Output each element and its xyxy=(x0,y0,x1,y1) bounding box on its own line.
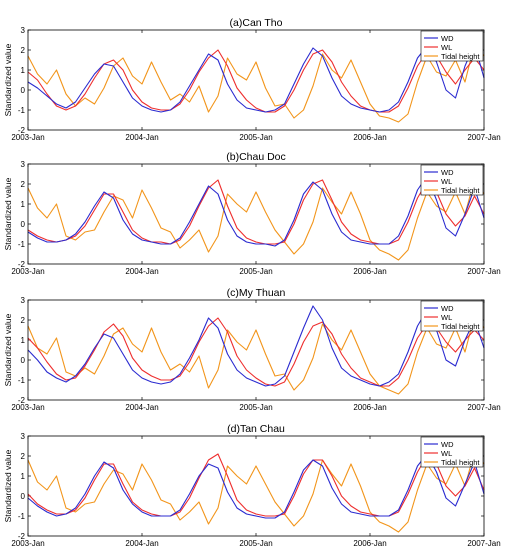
y-tick-label: 1 xyxy=(21,66,26,75)
legend-label-wl: WL xyxy=(441,313,452,322)
legend-label-wd: WD xyxy=(441,34,454,43)
y-tick-label: 3 xyxy=(21,26,26,35)
legend-label-wl: WL xyxy=(441,177,452,186)
y-tick-label: 2 xyxy=(21,316,26,325)
y-tick-label: 3 xyxy=(21,296,26,305)
x-tick-label: 2007-Jan xyxy=(467,539,500,548)
x-tick-label: 2007-Jan xyxy=(467,133,500,142)
axes-frame xyxy=(27,435,485,537)
series-line-wd xyxy=(27,305,485,387)
x-tick-label: 2006-Jan xyxy=(353,267,386,276)
chart-title: (b)Chau Doc xyxy=(226,151,286,163)
y-tick-label: -1 xyxy=(18,512,26,521)
axes-frame xyxy=(27,299,485,401)
series-line-tidal-height xyxy=(27,43,485,123)
series-line-tidal-height xyxy=(27,179,485,261)
y-axis-label: Standardized value xyxy=(3,313,13,386)
y-tick-label: 2 xyxy=(21,452,26,461)
series-line-tidal-height xyxy=(27,315,485,395)
legend-label-tidal-height: Tidal height xyxy=(441,458,480,467)
x-tick-label: 2006-Jan xyxy=(353,133,386,142)
series-line-wl xyxy=(27,49,485,113)
y-tick-label: 2 xyxy=(21,180,26,189)
chart-title: (d)Tan Chau xyxy=(227,423,285,435)
y-tick-label: -1 xyxy=(18,106,26,115)
x-tick-label: 2007-Jan xyxy=(467,267,500,276)
y-tick-label: -1 xyxy=(18,240,26,249)
y-axis-label: Standardized value xyxy=(3,43,13,116)
y-tick-label: 0 xyxy=(21,356,26,365)
x-tick-label: 2005-Jan xyxy=(239,133,272,142)
legend-label-wl: WL xyxy=(441,43,452,52)
y-tick-label: 1 xyxy=(21,336,26,345)
y-axis-label: Standardized value xyxy=(3,177,13,250)
y-tick-label: 0 xyxy=(21,220,26,229)
chart-title: (c)My Thuan xyxy=(227,287,286,299)
series-line-wd xyxy=(27,453,485,519)
x-tick-label: 2007-Jan xyxy=(467,403,500,412)
x-tick-label: 2003-Jan xyxy=(11,267,44,276)
y-tick-label: -1 xyxy=(18,376,26,385)
x-tick-label: 2003-Jan xyxy=(11,539,44,548)
x-tick-label: 2005-Jan xyxy=(239,539,272,548)
y-tick-label: 0 xyxy=(21,86,26,95)
chart-panel: (b)Chau Doc Standardized value -2 -1 0 1 2 3 200… xyxy=(3,151,501,276)
x-tick-label: 2003-Jan xyxy=(11,133,44,142)
axes-frame xyxy=(27,29,485,131)
y-tick-label: 0 xyxy=(21,492,26,501)
chart-title: (a)Can Tho xyxy=(230,17,283,29)
x-tick-label: 2005-Jan xyxy=(239,267,272,276)
chart-panel: (a)Can Tho Standardized value -2 -1 0 1 2 3 2003… xyxy=(3,17,501,142)
x-tick-label: 2006-Jan xyxy=(353,403,386,412)
y-tick-label: 3 xyxy=(21,432,26,441)
series-line-wl xyxy=(27,179,485,245)
y-tick-label: -2 xyxy=(18,396,26,405)
legend-label-wl: WL xyxy=(441,449,452,458)
series-line-tidal-height xyxy=(27,451,485,533)
legend-label-tidal-height: Tidal height xyxy=(441,322,480,331)
series-line-wl xyxy=(27,317,485,387)
y-tick-label: -2 xyxy=(18,126,26,135)
y-tick-label: -2 xyxy=(18,260,26,269)
series-line-wl xyxy=(27,453,485,517)
legend-label-wd: WD xyxy=(441,168,454,177)
legend-label-tidal-height: Tidal height xyxy=(441,52,480,61)
y-axis-label: Standardized value xyxy=(3,449,13,522)
x-tick-label: 2004-Jan xyxy=(125,403,158,412)
series-line-wd xyxy=(27,175,485,247)
legend-label-tidal-height: Tidal height xyxy=(441,186,480,195)
axes-frame xyxy=(27,163,485,265)
x-tick-label: 2004-Jan xyxy=(125,133,158,142)
y-tick-label: 1 xyxy=(21,472,26,481)
chart-panel: (c)My Thuan Standardized value -2 -1 0 1 2 3 200… xyxy=(3,287,501,412)
chart-panel: (d)Tan Chau Standardized value -2 -1 0 1 2 3 200… xyxy=(3,423,501,548)
legend-label-wd: WD xyxy=(441,304,454,313)
x-tick-label: 2006-Jan xyxy=(353,539,386,548)
y-tick-label: 3 xyxy=(21,160,26,169)
series-line-wd xyxy=(27,43,485,113)
legend-label-wd: WD xyxy=(441,440,454,449)
x-tick-label: 2004-Jan xyxy=(125,267,158,276)
x-tick-label: 2005-Jan xyxy=(239,403,272,412)
y-tick-label: 2 xyxy=(21,46,26,55)
x-tick-label: 2004-Jan xyxy=(125,539,158,548)
y-tick-label: 1 xyxy=(21,200,26,209)
x-tick-label: 2003-Jan xyxy=(11,403,44,412)
y-tick-label: -2 xyxy=(18,532,26,541)
